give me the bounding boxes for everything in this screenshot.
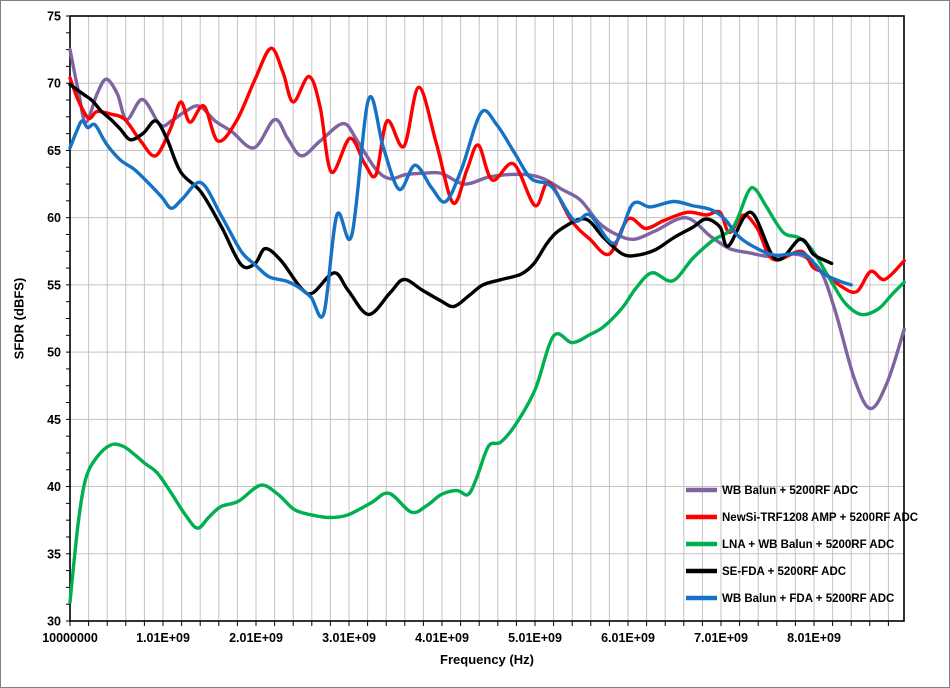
- x-tick-label: 7.01E+09: [694, 631, 748, 645]
- plot-border: [69, 15, 905, 622]
- y-tick-label: 40: [47, 480, 61, 494]
- series-line-5: [68, 95, 853, 319]
- y-tick-label: 50: [47, 346, 61, 360]
- y-tick-label: 30: [47, 615, 61, 629]
- legend-label-1: WB Balun + 5200RF ADC: [722, 485, 858, 497]
- x-axis-title: Frequency (Hz): [440, 652, 534, 667]
- x-tick-label: 10000000: [42, 631, 98, 645]
- x-tick-label: 5.01E+09: [508, 631, 562, 645]
- y-tick-label: 55: [47, 278, 61, 292]
- y-tick-label: 45: [47, 413, 61, 427]
- y-tick-label: 75: [47, 10, 61, 24]
- y-tick-label: 60: [47, 211, 61, 225]
- x-tick-label: 6.01E+09: [601, 631, 655, 645]
- x-tick-label: 8.01E+09: [787, 631, 841, 645]
- series-line-3: [68, 185, 906, 604]
- legend-label-2: NewSi-TRF1208 AMP + 5200RF ADC: [722, 512, 918, 524]
- y-tick-label: 65: [47, 144, 61, 158]
- legend-label-3: LNA + WB Balun + 5200RF ADC: [722, 539, 894, 551]
- x-tick-label: 2.01E+09: [229, 631, 283, 645]
- x-tick-label: 1.01E+09: [136, 631, 190, 645]
- legend-label-4: SE-FDA + 5200RF ADC: [722, 566, 846, 578]
- x-tick-label: 4.01E+09: [415, 631, 469, 645]
- y-tick-label: 70: [47, 77, 61, 91]
- x-tick-label: 3.01E+09: [322, 631, 376, 645]
- legend-label-5: WB Balun + FDA + 5200RF ADC: [722, 593, 894, 605]
- series-line-2: [68, 46, 906, 294]
- y-axis-title: SFDR (dBFS): [11, 277, 27, 360]
- series-line-4: [68, 82, 834, 317]
- y-tick-label: 35: [47, 547, 61, 561]
